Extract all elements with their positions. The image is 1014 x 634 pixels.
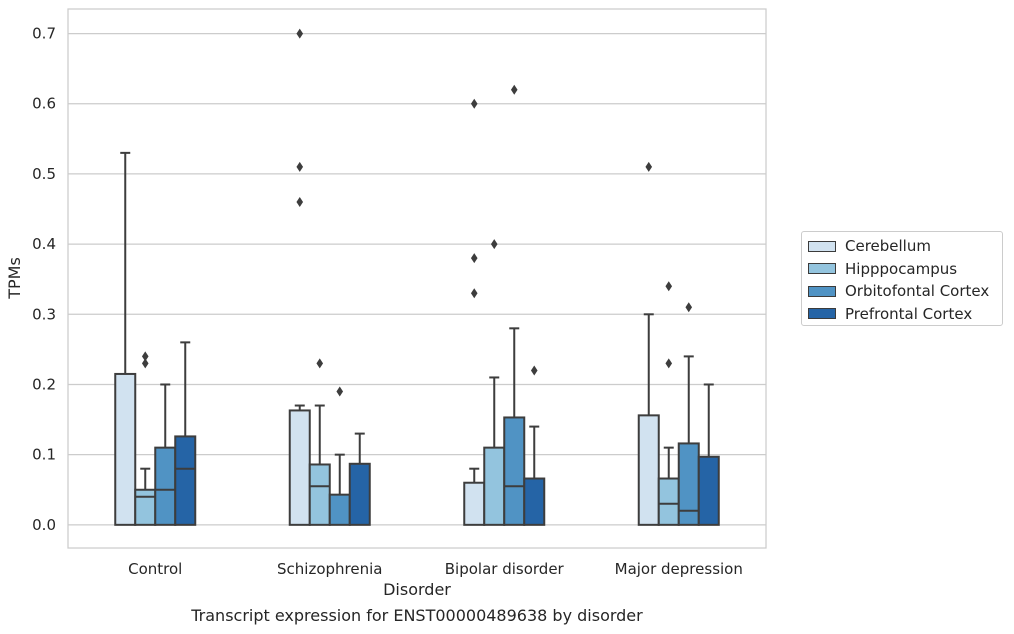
outlier-point [490,239,498,250]
outlier-point [296,197,304,208]
box-prefrontal-cortex-1 [348,432,371,526]
box-body [328,493,351,526]
box-orbitofontal-cortex-3 [677,302,700,526]
outlier-point [665,281,673,292]
box-body [523,477,546,526]
box-cerebellum-2 [463,98,486,526]
outlier-point [470,253,478,264]
x-axis-label: Disorder [383,580,451,599]
box-hipppocampus-0 [134,351,157,526]
box-body [348,462,371,526]
y-tick-label: 0.5 [32,165,56,183]
outlier-point [141,358,149,369]
outlier-point [470,288,478,299]
box-cerebellum-3 [637,161,660,526]
figure-caption: Transcript expression for ENST0000048963… [191,606,643,625]
box-body [657,477,680,526]
legend-item: Hipppocampus [808,258,1002,281]
box-body [308,463,331,526]
box-hipppocampus-2 [483,239,506,526]
legend-label: Hipppocampus [845,259,958,278]
legend-swatch [808,263,836,275]
outlier-point [296,28,304,39]
x-tick-label: Schizophrenia [277,560,382,578]
outlier-point [336,386,344,397]
box-body [134,488,157,526]
box-orbitofontal-cortex-1 [328,386,351,526]
legend-item: Cerebellum [808,235,1002,258]
y-tick-label: 0.4 [32,235,56,253]
y-tick-label: 0.3 [32,305,56,323]
box-orbitofontal-cortex-0 [154,383,177,526]
outlier-point [510,84,518,95]
y-tick-labels: 0.0 0.1 0.2 0.3 0.4 0.5 0.6 0.7 [32,25,56,534]
box-body [114,372,137,526]
outlier-point [296,161,304,172]
y-tick-label: 0.2 [32,375,56,393]
box-body [503,416,526,526]
y-tick-label: 0.6 [32,95,56,113]
box-body [697,455,720,526]
y-tick-label: 0.0 [32,516,56,534]
legend-swatch [808,285,836,297]
y-tick-label: 0.7 [32,25,56,43]
box-body [463,481,486,526]
box-body [677,442,700,526]
box-prefrontal-cortex-0 [174,341,197,526]
legend-label: Orbitofontal Cortex [845,282,990,301]
plot-frame [67,8,767,549]
box-cerebellum-1 [288,28,311,526]
x-tick-label: Major depression [615,560,743,578]
legend-swatch [808,240,836,252]
x-tick-labels: Control Schizophrenia Bipolar disorder Majo… [128,560,743,578]
box-body [174,435,197,526]
box-orbitofontal-cortex-2 [503,84,526,526]
outlier-point [530,365,538,376]
box-hipppocampus-1 [308,358,331,526]
outlier-point [645,161,653,172]
outlier-point [316,358,324,369]
legend-label: Prefrontal Cortex [845,304,973,323]
box-hipppocampus-3 [657,281,680,526]
boxes [114,28,720,526]
legend-label: Cerebellum [845,237,931,256]
legend: Cerebellum Hipppocampus Orbitofontal Corte… [801,231,1003,326]
box-body [154,446,177,526]
outlier-point [665,358,673,369]
box-body [483,446,506,526]
legend-item: Orbitofontal Cortex [808,280,1002,303]
box-prefrontal-cortex-2 [523,365,546,526]
box-cerebellum-0 [114,151,137,526]
y-axis-label: TPMs [5,257,24,300]
x-tick-label: Control [128,560,182,578]
box-prefrontal-cortex-3 [697,383,720,526]
x-tick-label: Bipolar disorder [445,560,565,578]
box-body [637,414,660,526]
y-tick-label: 0.1 [32,446,56,464]
legend-swatch [808,308,836,320]
outlier-point [470,98,478,109]
outlier-point [685,302,693,313]
outlier-point [141,351,149,362]
box-body [288,409,311,526]
legend-item: Prefrontal Cortex [808,303,1002,326]
